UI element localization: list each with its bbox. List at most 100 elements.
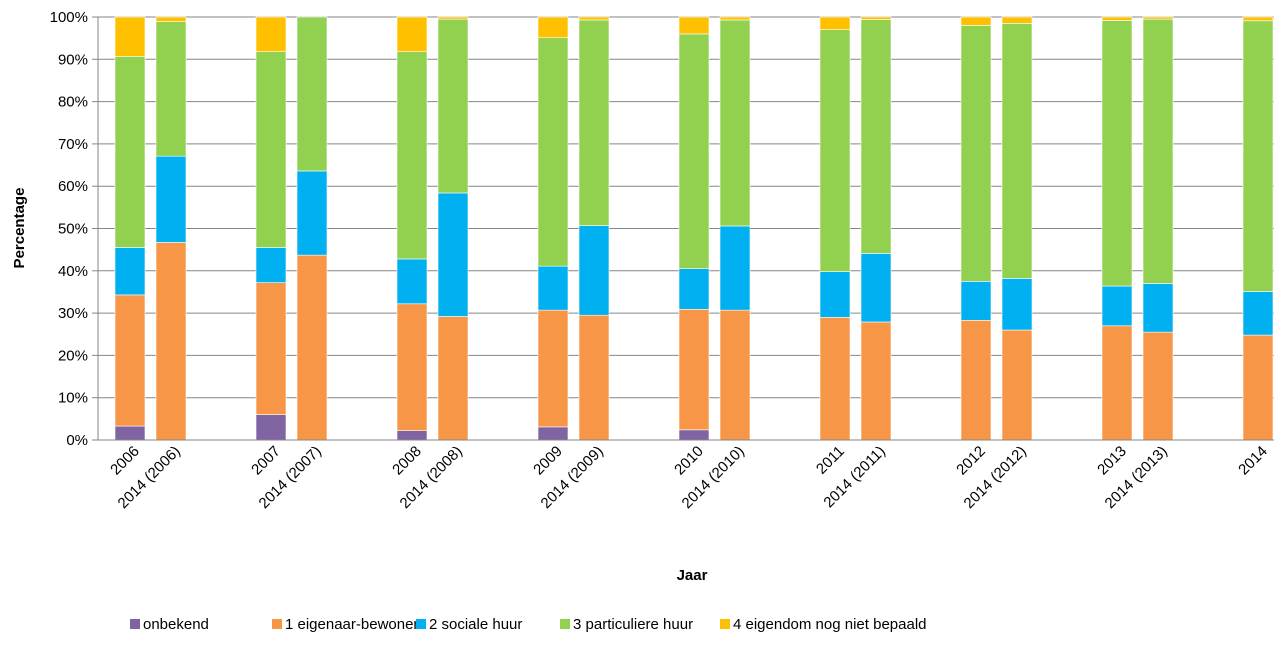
bar-segment [537, 309, 569, 428]
bar-segment [255, 414, 287, 441]
bar-segment [578, 314, 610, 441]
bar-segment [1101, 325, 1133, 441]
bar-segment [296, 254, 328, 441]
bar-segment [1101, 16, 1133, 21]
bar-segment [114, 425, 146, 441]
bar-segment [819, 271, 851, 318]
bar-segment [114, 56, 146, 248]
bar-segment [537, 16, 569, 39]
y-tick-label: 100% [50, 9, 88, 26]
bar-segment [396, 258, 428, 305]
legend-item: onbekend [130, 616, 209, 633]
bar-segment [1242, 20, 1274, 292]
bar-segment [719, 19, 751, 227]
y-tick-label: 50% [58, 221, 88, 238]
bar-segment [155, 16, 187, 22]
y-tick-label: 60% [58, 178, 88, 195]
bar-segment [437, 18, 469, 194]
bar-segment [960, 319, 992, 441]
legend-swatch [272, 619, 282, 629]
bar-segment [114, 247, 146, 296]
bar-segment [396, 303, 428, 431]
bar-segment [860, 16, 892, 20]
y-tick-label: 0% [66, 432, 88, 449]
y-axis-title: Percentage [11, 188, 28, 269]
bar-segment [114, 16, 146, 57]
bar-segment [1001, 16, 1033, 24]
bar-segment [296, 16, 328, 172]
bar-segment [255, 247, 287, 283]
bar-segment [296, 170, 328, 256]
bar-segment [578, 225, 610, 316]
y-tick-label: 20% [58, 347, 88, 364]
x-axis-title: Jaar [677, 567, 708, 584]
legend-item: 4 eigendom nog niet bepaald [720, 616, 927, 633]
bar-segment [960, 281, 992, 321]
x-tick-label: 2010 [671, 443, 707, 479]
bar-segment [537, 37, 569, 267]
bar-segment [155, 155, 187, 243]
legend-item: 2 sociale huur [416, 616, 522, 633]
bar-segment [678, 268, 710, 310]
bar-segment [396, 16, 428, 52]
bar-segment [578, 16, 610, 21]
bar-segment [1142, 16, 1174, 20]
bar-segment [396, 51, 428, 260]
bar-segment [860, 253, 892, 323]
y-tick-label: 80% [58, 94, 88, 111]
legend-item: 1 eigenaar-bewoner [272, 616, 418, 633]
x-tick-label: 2012 [953, 443, 989, 479]
bar-segment [255, 16, 287, 52]
bar-segment [1242, 16, 1274, 22]
bar-segment [1101, 285, 1133, 327]
bar-segment [155, 21, 187, 157]
legend-label: onbekend [143, 616, 209, 633]
bar-segment [114, 294, 146, 427]
bar-segment [1001, 23, 1033, 279]
x-tick-label: 2006 [107, 443, 143, 479]
bar-segment [860, 321, 892, 441]
x-tick-label: 2008 [389, 443, 425, 479]
bar-segment [1142, 283, 1174, 333]
legend-swatch [560, 619, 570, 629]
bar-segment [255, 51, 287, 248]
bar-segment [819, 16, 851, 30]
bar-segment [537, 426, 569, 441]
bar-segment [155, 242, 187, 441]
bar-segment [437, 316, 469, 441]
legend: onbekend 1 eigenaar-bewoner 2 sociale huur… [130, 616, 927, 633]
y-tick-label: 10% [58, 390, 88, 407]
bar-segment [1101, 20, 1133, 287]
bar-segment [678, 33, 710, 269]
legend-label: 2 sociale huur [429, 616, 522, 633]
legend-item: 3 particuliere huur [560, 616, 693, 633]
bar-segment [1001, 329, 1033, 441]
bar-segment [1142, 331, 1174, 441]
bar-segment [678, 308, 710, 431]
x-tick-label: 2011 [813, 443, 848, 478]
bar-segment [1242, 334, 1274, 441]
legend-label: 1 eigenaar-bewoner [285, 616, 418, 633]
bar-segment [255, 282, 287, 415]
x-tick-label: 2013 [1094, 443, 1130, 479]
bar-segment [1142, 18, 1174, 284]
bar-segment [396, 430, 428, 441]
bars [114, 16, 1274, 441]
legend-label: 4 eigendom nog niet bepaald [733, 616, 927, 633]
bar-segment [437, 16, 469, 20]
x-tick-label: 2009 [530, 443, 566, 479]
bar-segment [819, 29, 851, 272]
y-tick-label: 90% [58, 51, 88, 68]
x-tick-label: 2014 [1235, 443, 1271, 479]
x-tick-label: 2007 [248, 443, 284, 479]
y-tick-label: 40% [58, 263, 88, 280]
bar-segment [1242, 291, 1274, 336]
legend-swatch [720, 619, 730, 629]
bar-segment [719, 225, 751, 311]
bar-segment [719, 16, 751, 21]
bar-segment [960, 25, 992, 282]
bar-segment [678, 429, 710, 441]
